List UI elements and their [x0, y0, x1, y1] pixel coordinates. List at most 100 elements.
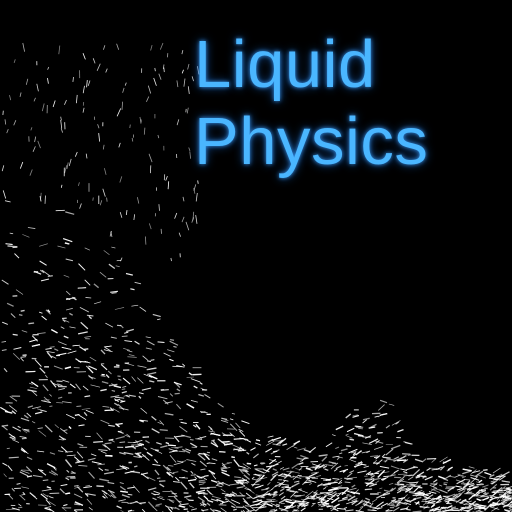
liquid-particle	[227, 500, 236, 506]
liquid-particle	[482, 484, 489, 488]
liquid-particle	[368, 426, 376, 429]
spray-particle	[41, 103, 45, 112]
liquid-particle	[439, 489, 448, 494]
liquid-particle	[275, 505, 280, 508]
liquid-particle	[238, 428, 244, 432]
liquid-particle	[103, 250, 110, 256]
liquid-particle	[250, 503, 260, 507]
liquid-particle	[240, 470, 249, 472]
liquid-particle	[322, 465, 328, 469]
liquid-particle	[99, 478, 110, 482]
liquid-particle	[456, 488, 463, 491]
liquid-particle	[0, 406, 9, 413]
liquid-particle	[21, 494, 25, 496]
liquid-particle	[509, 508, 512, 511]
liquid-particle	[404, 488, 412, 493]
liquid-particle	[232, 448, 239, 451]
liquid-particle	[493, 490, 503, 492]
liquid-particle	[320, 502, 330, 505]
liquid-particle	[384, 459, 388, 463]
liquid-particle	[2, 462, 8, 467]
liquid-particle	[146, 476, 156, 481]
spray-particle	[170, 257, 172, 262]
liquid-particle	[9, 395, 18, 402]
liquid-particle	[255, 468, 265, 474]
game-title: Liquid Physics	[194, 26, 428, 180]
liquid-particle	[201, 501, 205, 505]
spray-particle	[86, 80, 88, 88]
spray-particle	[103, 45, 106, 50]
liquid-particle	[461, 475, 467, 479]
liquid-particle	[324, 468, 329, 471]
liquid-particle	[195, 489, 206, 494]
liquid-particle	[45, 347, 52, 350]
liquid-particle	[386, 458, 394, 461]
spray-particle	[58, 45, 61, 55]
liquid-particle	[365, 471, 372, 476]
liquid-particle	[236, 486, 244, 489]
liquid-particle	[153, 458, 159, 464]
liquid-particle	[350, 459, 357, 463]
spray-particle	[60, 184, 63, 188]
spray-particle	[176, 119, 180, 126]
liquid-particle	[292, 499, 301, 502]
liquid-particle	[385, 509, 393, 512]
liquid-particle	[219, 450, 226, 453]
liquid-particle	[200, 475, 205, 478]
liquid-particle	[145, 440, 150, 444]
liquid-particle	[351, 451, 357, 454]
liquid-particle	[140, 472, 149, 476]
liquid-particle	[15, 289, 24, 295]
liquid-particle	[81, 408, 91, 410]
liquid-particle	[263, 468, 270, 473]
liquid-particle	[156, 442, 162, 445]
liquid-particle	[425, 498, 435, 503]
liquid-particle	[323, 493, 333, 498]
liquid-particle	[261, 462, 266, 465]
liquid-particle	[108, 383, 118, 387]
spray-particle	[147, 85, 152, 94]
liquid-particle	[21, 330, 28, 333]
liquid-particle	[400, 480, 409, 483]
liquid-particle	[46, 463, 56, 469]
liquid-particle	[345, 509, 354, 512]
liquid-particle	[114, 398, 121, 402]
liquid-particle	[437, 508, 441, 511]
liquid-particle	[262, 500, 273, 503]
liquid-particle	[425, 496, 431, 501]
liquid-particle	[414, 458, 423, 463]
liquid-particle	[308, 472, 318, 478]
liquid-particle	[126, 350, 133, 353]
liquid-particle	[211, 495, 222, 500]
liquid-particle	[186, 459, 197, 462]
liquid-particle	[1, 349, 7, 352]
liquid-particle	[173, 435, 180, 443]
liquid-particle	[241, 420, 250, 425]
spray-particle	[44, 195, 46, 204]
liquid-particle	[78, 465, 88, 467]
liquid-particle	[328, 481, 338, 484]
spray-particle	[183, 78, 186, 87]
liquid-particle	[313, 494, 317, 497]
liquid-particle	[446, 469, 450, 472]
liquid-particle	[116, 259, 122, 262]
liquid-particle	[292, 474, 300, 480]
liquid-particle	[250, 447, 256, 451]
liquid-particle	[466, 480, 471, 485]
liquid-particle	[105, 322, 114, 328]
liquid-particle	[157, 421, 162, 425]
liquid-particle	[432, 479, 438, 483]
spray-particle	[104, 168, 107, 175]
liquid-particle	[12, 353, 21, 360]
liquid-particle	[413, 485, 421, 493]
liquid-particle	[336, 457, 340, 461]
liquid-particle	[315, 492, 325, 496]
liquid-particle	[382, 456, 391, 459]
liquid-particle	[158, 496, 164, 498]
liquid-particle	[44, 506, 52, 509]
liquid-particle	[102, 495, 106, 499]
liquid-particle	[489, 496, 493, 499]
liquid-particle	[266, 503, 273, 507]
